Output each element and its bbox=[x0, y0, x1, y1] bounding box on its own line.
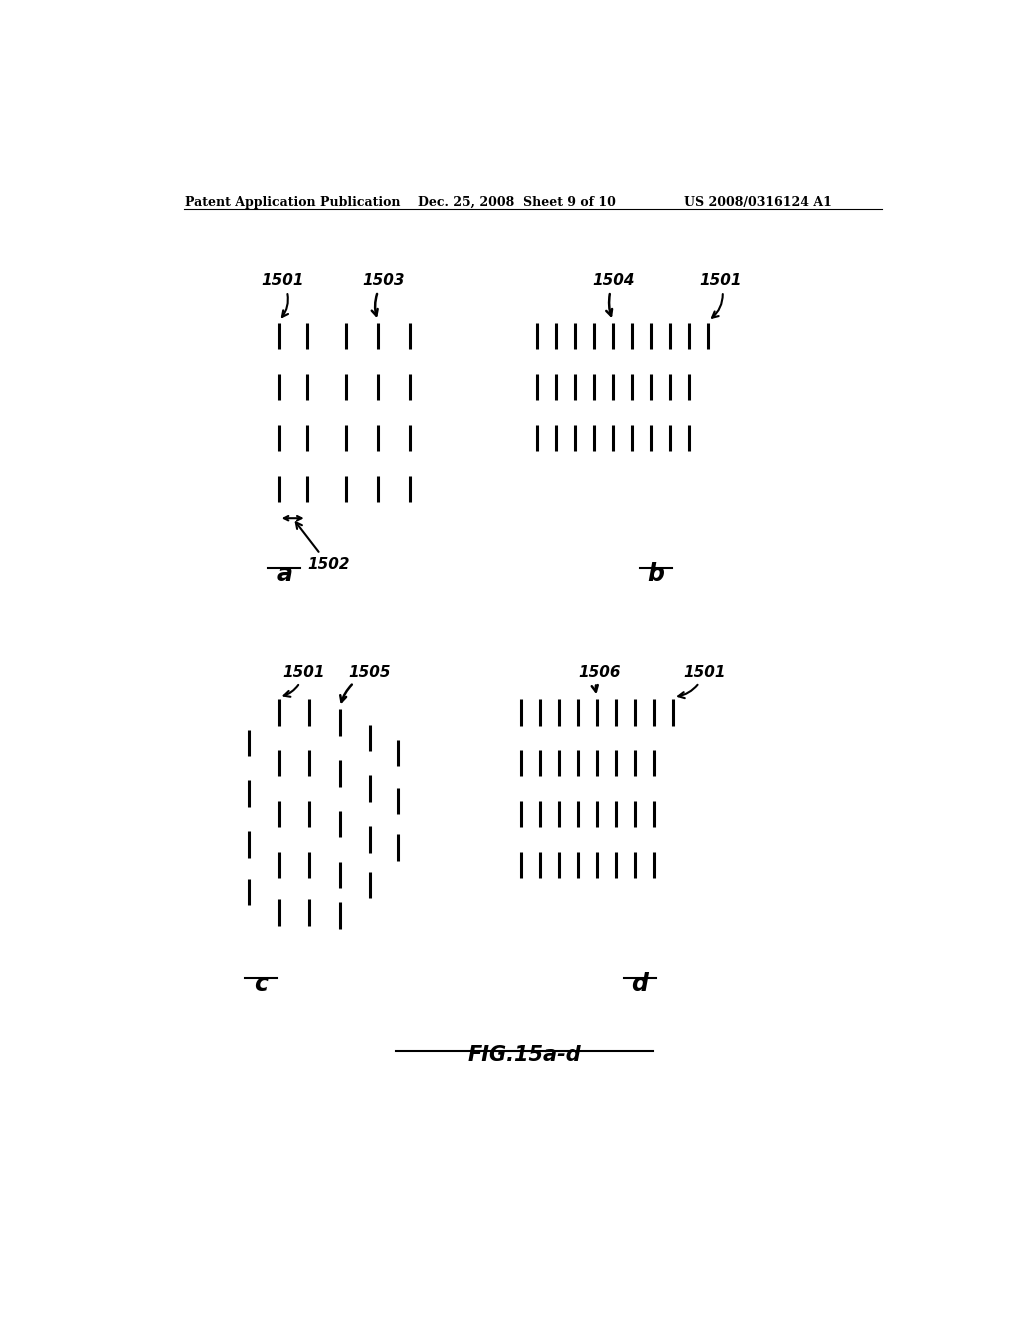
Text: a: a bbox=[276, 562, 292, 586]
Text: FIG.15a-d: FIG.15a-d bbox=[468, 1044, 582, 1065]
Text: 1501: 1501 bbox=[283, 665, 326, 697]
Text: 1501: 1501 bbox=[699, 273, 742, 318]
Text: 1503: 1503 bbox=[362, 273, 404, 315]
Text: 1501: 1501 bbox=[678, 665, 726, 698]
Text: 1506: 1506 bbox=[579, 665, 622, 692]
Text: 1502: 1502 bbox=[296, 523, 349, 572]
Text: 1504: 1504 bbox=[592, 273, 635, 315]
Text: b: b bbox=[647, 562, 665, 586]
Text: 1501: 1501 bbox=[261, 273, 304, 317]
Text: 1505: 1505 bbox=[340, 665, 391, 702]
Text: c: c bbox=[254, 972, 268, 995]
Text: Dec. 25, 2008  Sheet 9 of 10: Dec. 25, 2008 Sheet 9 of 10 bbox=[418, 195, 615, 209]
Text: Patent Application Publication: Patent Application Publication bbox=[185, 195, 400, 209]
Text: d: d bbox=[632, 972, 648, 995]
Text: US 2008/0316124 A1: US 2008/0316124 A1 bbox=[684, 195, 831, 209]
